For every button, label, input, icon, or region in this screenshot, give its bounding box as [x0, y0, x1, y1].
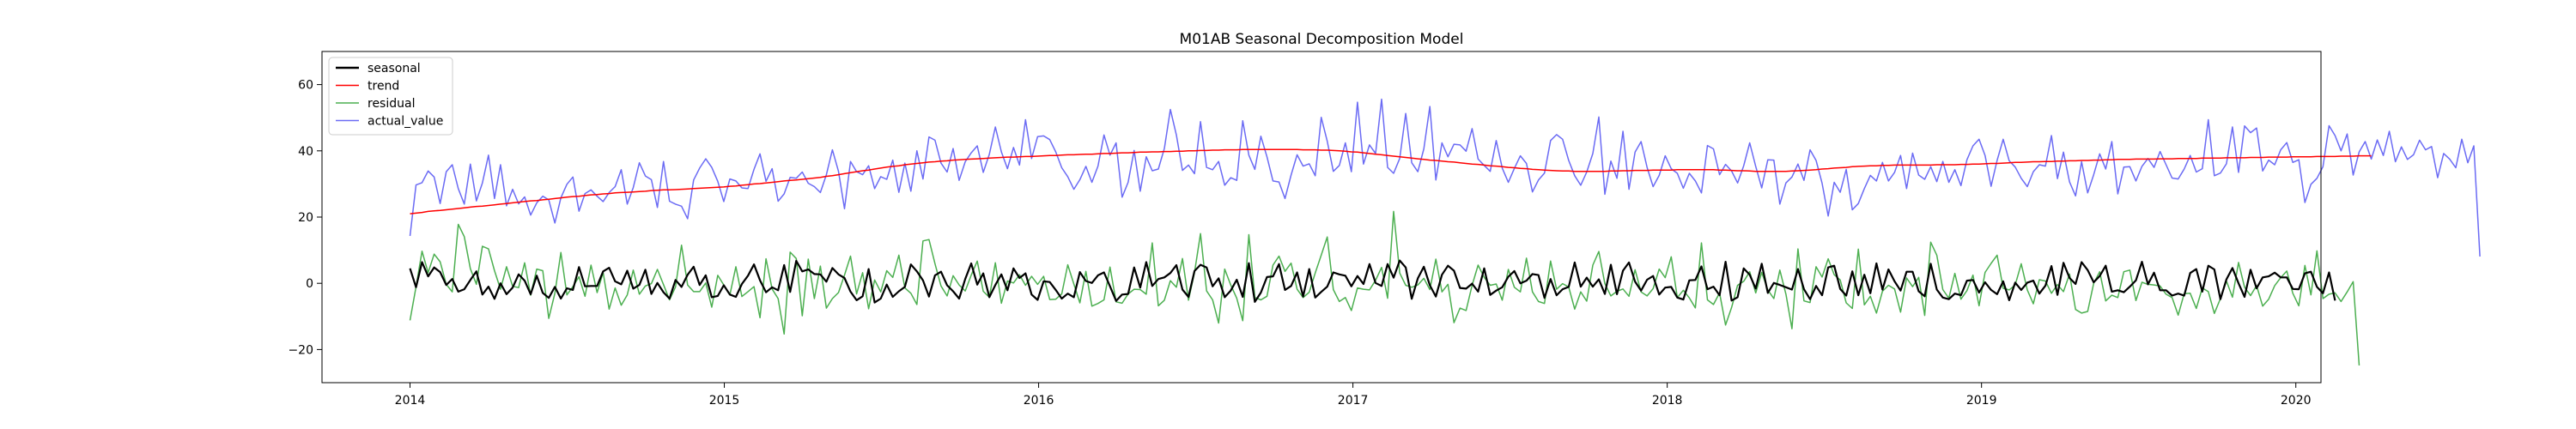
y-axis: −20 0 20 40 60 — [288, 79, 322, 357]
y-tick-label: 0 — [306, 277, 313, 291]
series-line-residual — [409, 210, 2360, 366]
y-tick-label: −20 — [288, 343, 313, 357]
x-tick-label: 2016 — [1024, 394, 1054, 408]
y-tick-label: 40 — [298, 145, 313, 159]
x-tick-label: 2020 — [2281, 394, 2312, 408]
x-axis: 2014 2015 2016 2017 2018 2019 2020 — [395, 383, 2312, 408]
series-line-actual-value — [409, 98, 2481, 257]
legend-label-residual: residual — [368, 97, 415, 111]
x-tick-label: 2018 — [1652, 394, 1683, 408]
x-tick-label: 2019 — [1966, 394, 1997, 408]
legend-label-seasonal: seasonal — [368, 62, 421, 76]
legend-box — [328, 57, 453, 136]
series-line-seasonal — [409, 259, 2336, 304]
series-line-trend — [410, 148, 2372, 214]
series-layer — [409, 98, 2481, 366]
legend: seasonal trend residual actual_value — [328, 57, 453, 136]
legend-label-trend: trend — [368, 80, 399, 94]
x-tick-label: 2017 — [1338, 394, 1369, 408]
y-tick-label: 20 — [298, 211, 313, 225]
x-tick-label: 2015 — [709, 394, 740, 408]
x-tick-label: 2014 — [395, 394, 426, 408]
chart-title: M01AB Seasonal Decomposition Model — [1180, 31, 1464, 48]
plot-frame — [321, 51, 2322, 384]
y-tick-label: 60 — [298, 79, 313, 93]
legend-label-actual-value: actual_value — [368, 115, 443, 129]
